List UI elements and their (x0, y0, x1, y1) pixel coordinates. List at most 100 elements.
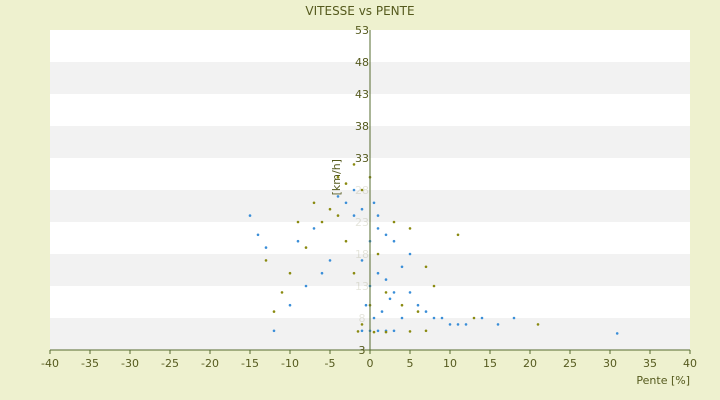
data-point (372, 330, 376, 334)
y-tick-label: 28 (355, 184, 369, 197)
data-point (392, 329, 396, 333)
y-tick-label: 23 (355, 216, 369, 229)
data-point (360, 259, 364, 262)
data-point (288, 303, 292, 307)
data-point (336, 175, 340, 179)
data-point (384, 330, 388, 334)
data-point (464, 323, 468, 326)
data-point (392, 239, 396, 243)
data-point (372, 316, 376, 320)
data-point (384, 278, 388, 281)
y-tick-label: 48 (355, 56, 369, 69)
x-axis-ticks: -40 -35 -30 -25 -20 -15 -10 -5 0 5 10 15 20 25 30 35 40 (41, 350, 697, 370)
x-tick-label: 30 (603, 357, 617, 370)
y-tick-label: 13 (355, 280, 369, 293)
x-tick-label: 10 (443, 357, 457, 370)
data-point (440, 316, 444, 320)
data-point (312, 201, 316, 205)
data-point (376, 271, 380, 275)
x-tick-label: 40 (683, 357, 697, 370)
x-tick-label: 35 (643, 357, 657, 370)
data-point (328, 207, 332, 211)
data-point (416, 303, 420, 307)
data-point (388, 297, 392, 301)
data-point (336, 214, 340, 217)
data-point (248, 214, 252, 217)
y-tick-label: 38 (355, 120, 369, 133)
data-point (280, 291, 284, 294)
data-point (432, 284, 436, 288)
data-point (336, 195, 340, 198)
data-point (360, 323, 364, 326)
data-point (408, 252, 412, 256)
data-point (264, 246, 268, 249)
y-tick-label: 43 (355, 88, 369, 101)
data-point (456, 323, 460, 326)
data-point (296, 239, 300, 243)
data-point (304, 246, 308, 249)
data-point (344, 201, 348, 205)
data-point (392, 291, 396, 294)
x-axis-label: Pente [%] (636, 374, 690, 387)
data-point (384, 233, 388, 237)
data-point (372, 201, 376, 205)
data-point (344, 239, 348, 243)
x-tick-label: -15 (241, 357, 259, 370)
data-point (356, 330, 360, 333)
data-point (264, 259, 268, 262)
data-point (512, 316, 516, 320)
x-tick-label: -10 (281, 357, 299, 370)
y-tick-label: 53 (355, 24, 369, 37)
x-tick-label: 5 (407, 357, 414, 370)
x-tick-label: -30 (121, 357, 139, 370)
data-point (352, 163, 356, 166)
y-tick-label: 18 (355, 248, 369, 261)
data-point (424, 310, 428, 313)
data-point (256, 233, 260, 237)
data-point (384, 291, 388, 294)
data-point (272, 310, 276, 313)
data-point (416, 310, 420, 313)
data-point (456, 233, 460, 237)
data-point (304, 284, 308, 288)
y-tick-label: 3 (359, 344, 366, 357)
data-point (352, 188, 356, 192)
y-axis-label: [km/h] (330, 159, 343, 195)
data-point (296, 220, 300, 224)
data-point (615, 332, 619, 335)
y-tick-label: 33 (355, 152, 369, 165)
data-point (408, 291, 412, 294)
x-tick-label: -40 (41, 357, 59, 370)
data-point (392, 220, 396, 224)
data-point (360, 188, 364, 192)
data-point (376, 329, 380, 333)
data-point (480, 316, 484, 320)
data-point (352, 214, 356, 217)
data-point (272, 329, 276, 333)
data-point (472, 316, 476, 320)
x-tick-label: 20 (523, 357, 537, 370)
data-point (376, 252, 380, 256)
data-point (448, 323, 452, 326)
x-tick-label: 15 (483, 357, 497, 370)
x-tick-label: 25 (563, 357, 577, 370)
data-point (496, 323, 500, 326)
data-point (360, 207, 364, 211)
data-point (364, 303, 368, 307)
data-point (288, 271, 292, 275)
data-point (400, 316, 404, 320)
data-point (344, 182, 348, 185)
data-point (376, 227, 380, 230)
y-tick-label: 8 (359, 312, 366, 325)
x-tick-label: 0 (367, 357, 374, 370)
data-point (328, 259, 332, 262)
data-point (432, 316, 436, 320)
data-point (320, 271, 324, 275)
data-point (424, 265, 428, 269)
x-tick-label: -20 (201, 357, 219, 370)
data-point (312, 227, 316, 230)
chart-title: VITESSE vs PENTE (305, 4, 414, 18)
